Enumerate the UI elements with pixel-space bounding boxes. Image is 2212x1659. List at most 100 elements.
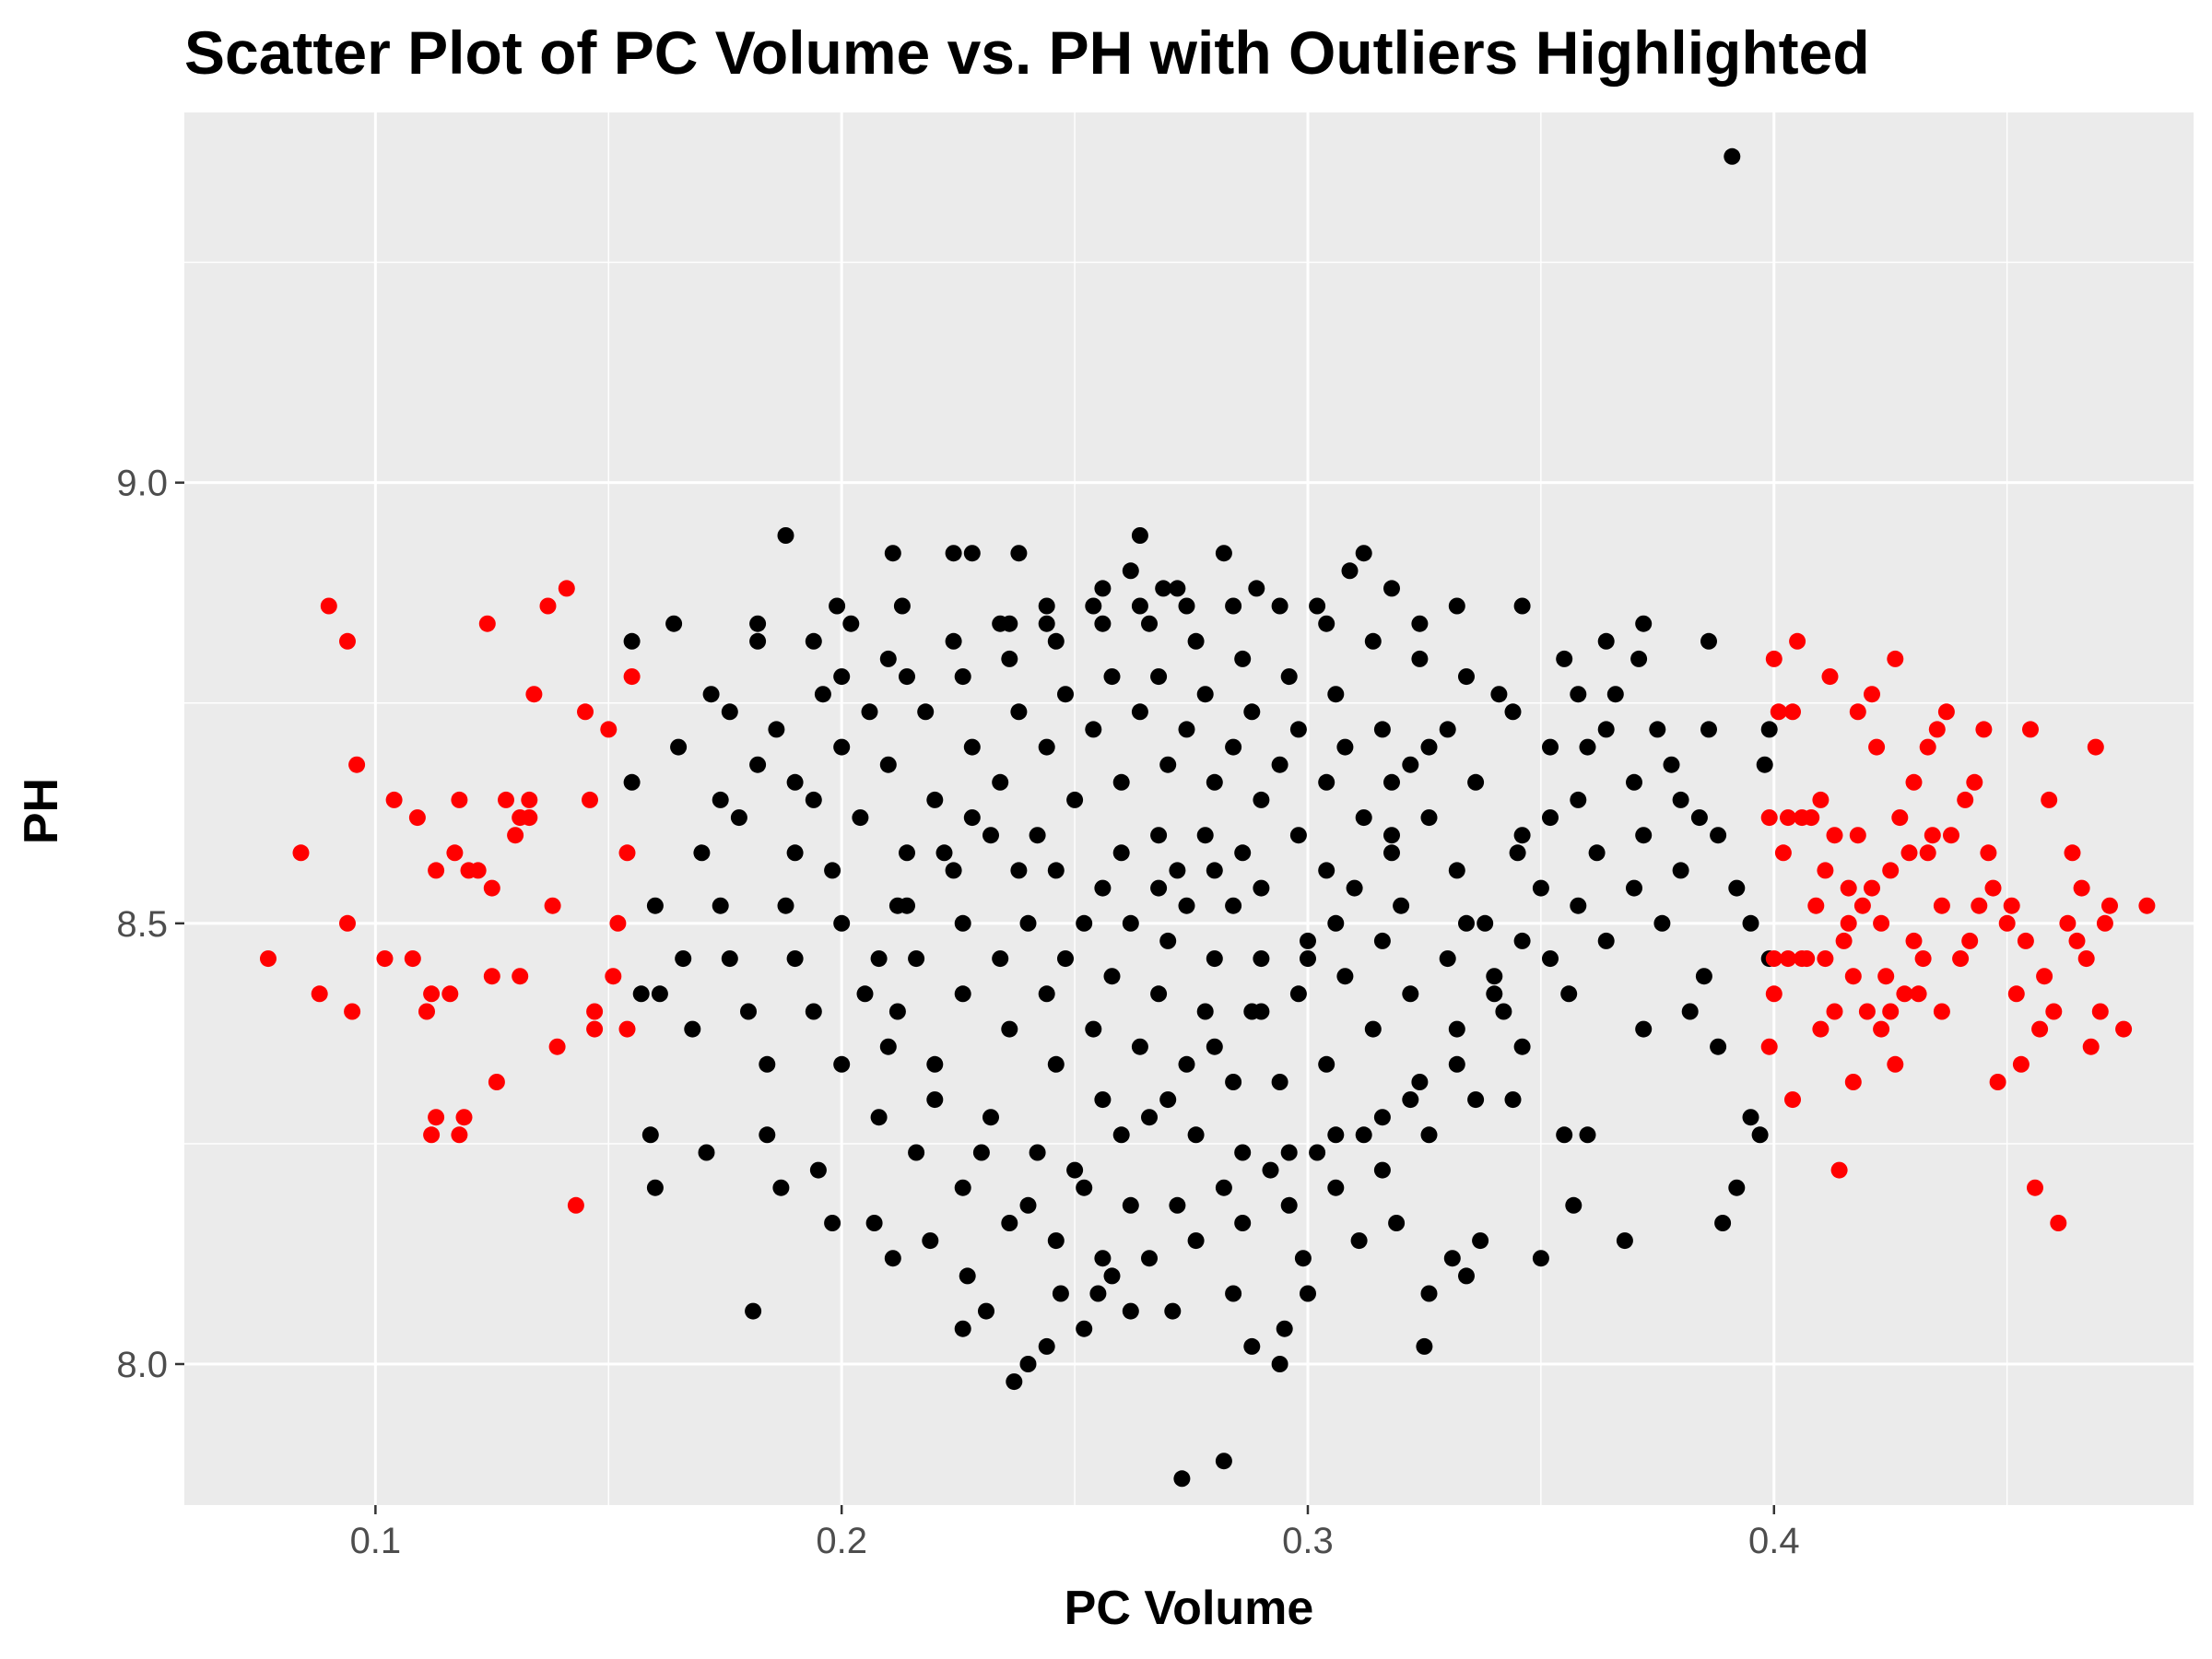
- normal-point: [759, 1055, 776, 1073]
- y-axis-title: PH: [15, 778, 68, 844]
- normal-point: [1393, 897, 1410, 914]
- normal-point: [1420, 809, 1438, 827]
- y-axis-tick-labels: 8.0 8.5 9.0: [116, 464, 168, 1385]
- normal-point: [1094, 1091, 1112, 1109]
- normal-point: [861, 703, 878, 721]
- normal-point: [1579, 1126, 1596, 1144]
- normal-point: [1019, 1356, 1037, 1372]
- outlier-point: [525, 686, 543, 703]
- outlier-point: [521, 809, 538, 827]
- normal-point: [1327, 914, 1345, 932]
- normal-point: [712, 791, 729, 808]
- normal-point: [1187, 1232, 1205, 1250]
- normal-point: [1001, 1215, 1018, 1231]
- outlier-point: [2036, 968, 2053, 985]
- normal-point: [833, 914, 851, 932]
- normal-point: [1150, 985, 1168, 1003]
- normal-point: [1448, 597, 1465, 615]
- normal-point: [1383, 773, 1400, 791]
- normal-point: [884, 1250, 901, 1267]
- normal-point: [786, 844, 804, 862]
- normal-point: [1103, 1267, 1121, 1285]
- normal-point: [1570, 791, 1587, 808]
- normal-point: [1234, 650, 1252, 667]
- outlier-point: [1826, 1003, 1843, 1020]
- outlier-point: [1873, 1020, 1890, 1038]
- normal-point: [1150, 827, 1168, 844]
- normal-point: [1019, 1196, 1037, 1214]
- outlier-point: [1844, 1074, 1862, 1090]
- normal-point: [1112, 773, 1130, 791]
- normal-point: [899, 897, 915, 914]
- normal-point: [1458, 668, 1475, 686]
- outlier-point: [1798, 950, 1816, 968]
- normal-point: [1076, 914, 1093, 932]
- outlier-point: [292, 844, 310, 862]
- normal-point: [1300, 1285, 1316, 1302]
- normal-point: [1225, 738, 1242, 756]
- outlier-point: [1989, 1074, 2006, 1090]
- outlier-point: [1928, 721, 1946, 738]
- normal-point: [856, 985, 874, 1003]
- outlier-point: [586, 1003, 604, 1020]
- normal-point: [954, 668, 971, 686]
- normal-point: [1635, 1020, 1653, 1038]
- normal-point: [1122, 562, 1139, 580]
- normal-point: [1728, 1179, 1746, 1196]
- outlier-point: [544, 897, 561, 914]
- normal-point: [1513, 597, 1531, 615]
- normal-point: [740, 1003, 757, 1020]
- normal-point: [1346, 879, 1363, 897]
- normal-point: [1341, 562, 1359, 580]
- normal-point: [809, 1161, 827, 1179]
- outlier-point: [455, 1109, 473, 1126]
- normal-point: [1038, 615, 1055, 632]
- normal-point: [1006, 1373, 1023, 1391]
- normal-point: [777, 527, 794, 544]
- outlier-point: [1830, 1161, 1848, 1179]
- outlier-point: [609, 914, 627, 932]
- outlier-point: [618, 844, 636, 862]
- normal-point: [1556, 1126, 1573, 1144]
- outlier-point: [2012, 1055, 2030, 1073]
- outlier-point: [1882, 862, 1900, 879]
- normal-point: [1178, 597, 1195, 615]
- normal-point: [1131, 703, 1148, 721]
- normal-point: [1094, 879, 1112, 897]
- outlier-point: [1784, 1091, 1801, 1109]
- normal-point: [1373, 721, 1391, 738]
- normal-point: [1355, 545, 1372, 562]
- normal-point: [879, 1038, 897, 1055]
- outlier-point: [2091, 1003, 2109, 1020]
- normal-point: [1443, 1250, 1461, 1267]
- normal-point: [1271, 597, 1288, 615]
- normal-point: [1103, 668, 1121, 686]
- outlier-point: [418, 1003, 435, 1020]
- chart-title: Scatter Plot of PC Volume vs. PH with Ou…: [184, 18, 1870, 87]
- outlier-point: [1849, 703, 1866, 721]
- normal-point: [1606, 686, 1624, 703]
- normal-point: [651, 985, 668, 1003]
- normal-point: [963, 809, 981, 827]
- normal-point: [1085, 721, 1102, 738]
- normal-point: [1635, 827, 1653, 844]
- normal-point: [1225, 597, 1242, 615]
- outlier-point: [1835, 932, 1853, 949]
- outlier-point: [1849, 827, 1866, 844]
- outlier-point: [1910, 985, 1927, 1003]
- normal-point: [1085, 597, 1102, 615]
- outlier-point: [404, 950, 421, 968]
- x-tick-label: 0.1: [350, 1521, 402, 1561]
- normal-point: [745, 1302, 762, 1320]
- outlier-point: [567, 1196, 584, 1214]
- normal-point: [1486, 968, 1503, 985]
- normal-point: [1439, 721, 1456, 738]
- normal-point: [1234, 844, 1252, 862]
- normal-point: [829, 597, 846, 615]
- normal-point: [786, 950, 804, 968]
- normal-point: [1253, 791, 1270, 808]
- normal-point: [1597, 932, 1615, 949]
- normal-point: [768, 721, 785, 738]
- normal-point: [1131, 597, 1148, 615]
- normal-point: [1364, 1020, 1382, 1038]
